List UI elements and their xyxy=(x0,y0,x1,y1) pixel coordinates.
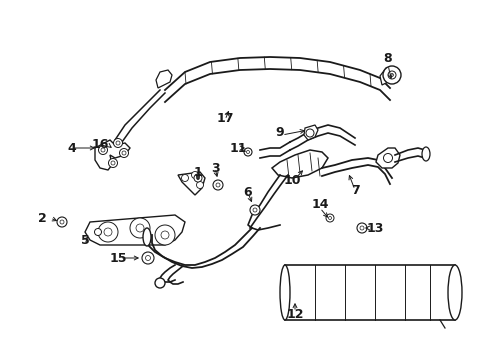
Circle shape xyxy=(249,205,260,215)
Circle shape xyxy=(57,217,67,227)
Text: 10: 10 xyxy=(283,174,300,186)
Circle shape xyxy=(113,139,122,148)
Circle shape xyxy=(325,214,333,222)
Circle shape xyxy=(252,208,257,212)
Circle shape xyxy=(122,151,126,155)
Text: 1: 1 xyxy=(193,166,202,180)
Circle shape xyxy=(356,223,366,233)
Text: 5: 5 xyxy=(81,234,89,247)
Polygon shape xyxy=(271,150,327,178)
Circle shape xyxy=(145,256,150,261)
Text: 2: 2 xyxy=(38,211,46,225)
Ellipse shape xyxy=(155,278,164,288)
Polygon shape xyxy=(95,140,130,170)
Circle shape xyxy=(383,153,392,162)
Text: 14: 14 xyxy=(311,198,328,211)
Circle shape xyxy=(111,161,115,165)
Text: 16: 16 xyxy=(91,139,108,152)
Text: 3: 3 xyxy=(210,162,219,175)
Circle shape xyxy=(382,66,400,84)
Circle shape xyxy=(390,73,393,77)
Polygon shape xyxy=(375,148,399,168)
Circle shape xyxy=(191,171,198,179)
Circle shape xyxy=(181,175,188,181)
Text: 13: 13 xyxy=(366,221,383,234)
Text: 8: 8 xyxy=(383,51,391,64)
Circle shape xyxy=(196,176,199,180)
Ellipse shape xyxy=(280,265,289,320)
Circle shape xyxy=(116,141,120,145)
Polygon shape xyxy=(85,215,184,245)
Text: 12: 12 xyxy=(285,309,303,321)
Circle shape xyxy=(387,71,395,79)
Circle shape xyxy=(196,181,203,189)
Circle shape xyxy=(359,226,363,230)
Circle shape xyxy=(142,252,154,264)
Circle shape xyxy=(213,180,223,190)
Circle shape xyxy=(305,129,313,137)
Circle shape xyxy=(60,220,64,224)
Circle shape xyxy=(119,148,128,158)
Circle shape xyxy=(194,174,202,182)
Polygon shape xyxy=(379,68,395,85)
Text: 7: 7 xyxy=(350,184,359,197)
Circle shape xyxy=(328,216,331,220)
Polygon shape xyxy=(304,125,317,140)
Text: 11: 11 xyxy=(229,141,246,154)
Circle shape xyxy=(94,229,102,235)
Circle shape xyxy=(108,158,117,167)
Text: 4: 4 xyxy=(67,141,76,154)
Circle shape xyxy=(98,145,107,154)
Circle shape xyxy=(104,228,112,236)
Ellipse shape xyxy=(421,147,429,161)
Circle shape xyxy=(246,150,249,153)
Circle shape xyxy=(155,225,175,245)
Circle shape xyxy=(216,183,220,187)
Circle shape xyxy=(136,224,143,232)
Text: 6: 6 xyxy=(243,186,252,199)
Ellipse shape xyxy=(447,265,461,320)
Polygon shape xyxy=(178,172,204,195)
Bar xyxy=(285,265,454,320)
Circle shape xyxy=(98,222,118,242)
Ellipse shape xyxy=(142,228,151,246)
Polygon shape xyxy=(156,70,172,88)
Circle shape xyxy=(101,148,105,152)
Circle shape xyxy=(244,148,251,156)
Circle shape xyxy=(161,231,169,239)
Circle shape xyxy=(130,218,150,238)
Text: 17: 17 xyxy=(216,112,233,125)
Text: 9: 9 xyxy=(275,126,284,139)
Text: 15: 15 xyxy=(109,252,126,265)
